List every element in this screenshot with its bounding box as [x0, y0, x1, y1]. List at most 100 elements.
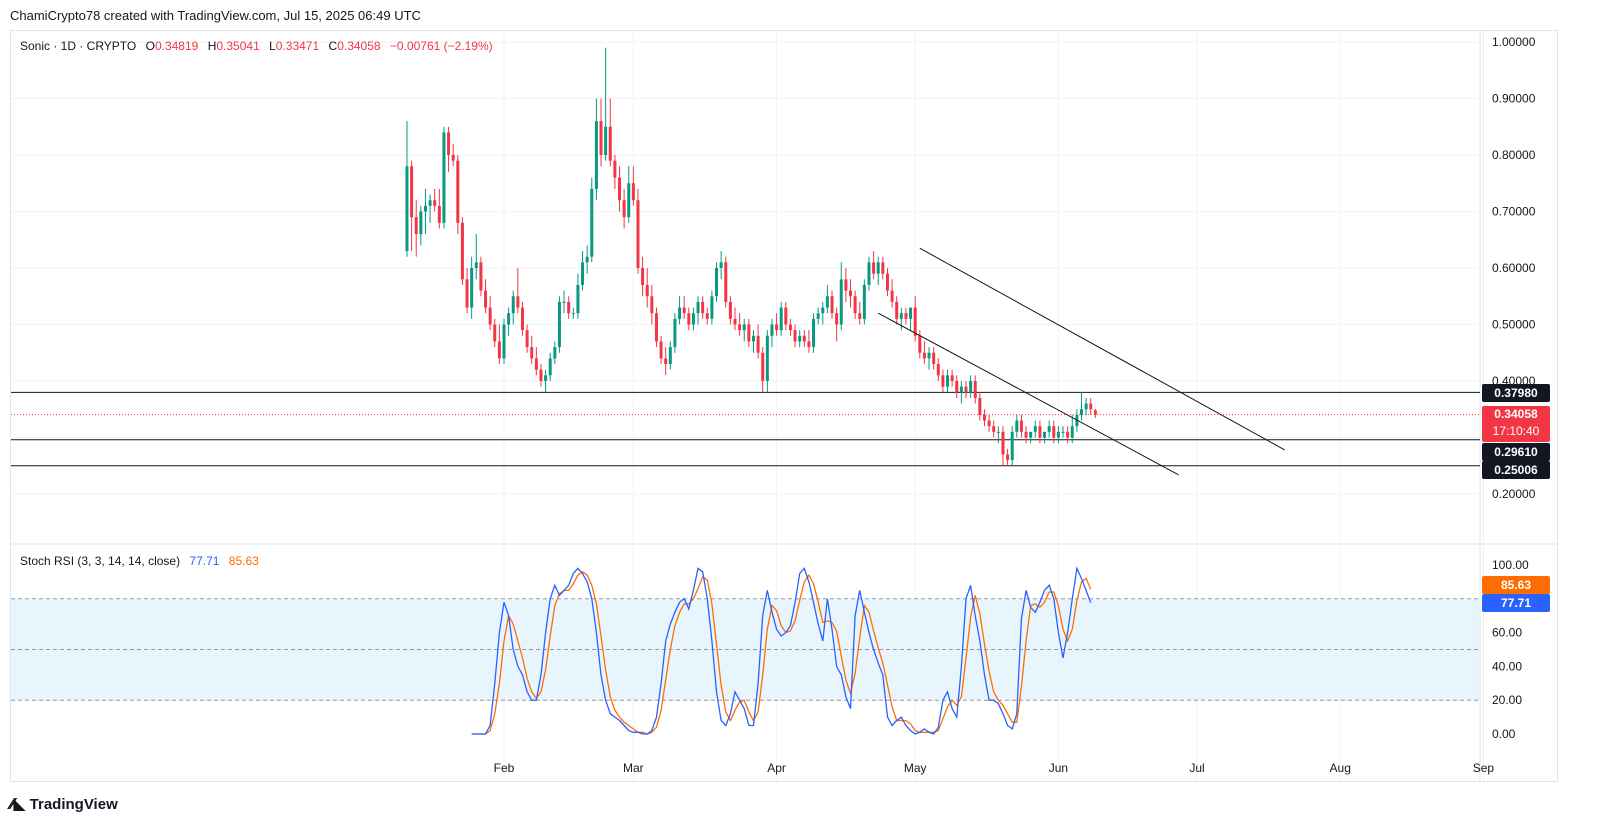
time-tick-label: Jul	[1189, 761, 1204, 775]
author-line: ChamiCrypto78 created with TradingView.c…	[10, 8, 421, 23]
candle-body	[479, 262, 483, 291]
trendlines	[877, 247, 1286, 476]
candle-body	[982, 414, 986, 421]
countdown-value: 17:10:40	[1492, 424, 1540, 438]
candle-body	[1070, 426, 1074, 438]
candle-body	[733, 318, 737, 325]
candle-body	[932, 352, 936, 365]
candle-body	[705, 313, 709, 319]
candle-body	[530, 347, 534, 359]
resistance-tag: 0.37980	[1482, 384, 1550, 402]
rsi-tick-label: 40.00	[1492, 659, 1522, 673]
candle-body	[996, 431, 1000, 433]
candle-body	[770, 324, 774, 336]
candle-body	[862, 284, 866, 319]
brand-label: TradingView	[29, 795, 118, 813]
candle-body	[618, 177, 621, 201]
candle-body	[691, 313, 695, 325]
candle-body	[715, 268, 719, 297]
candle-body	[922, 352, 926, 359]
price-tick-label: 0.20000	[1492, 487, 1536, 501]
candle-body	[881, 262, 885, 274]
candle-body	[1029, 431, 1033, 438]
candle-body	[830, 296, 834, 314]
stoch-d-line	[471, 571, 1092, 735]
candle-body	[1015, 420, 1019, 432]
candle-body	[844, 279, 848, 291]
candle-body	[1047, 426, 1051, 432]
price-tick-label: 0.90000	[1492, 92, 1536, 106]
candle-body	[456, 160, 460, 223]
candle-body	[423, 205, 427, 212]
candle-body	[885, 273, 889, 291]
candle-body	[793, 330, 797, 342]
candle-body	[622, 200, 626, 218]
candle-body	[682, 307, 686, 314]
candle-body	[433, 200, 437, 206]
rsi-tick-label: 60.00	[1492, 626, 1522, 640]
time-tick-label: Sep	[1473, 761, 1495, 775]
candle-body	[904, 313, 908, 319]
candle-body	[890, 290, 894, 302]
candle-body	[765, 335, 769, 381]
candle-body	[668, 347, 672, 365]
candle-body	[835, 313, 839, 325]
rsi-band-area	[11, 598, 1480, 701]
rsi-d-tag: 85.63	[1482, 576, 1550, 594]
candle-body	[724, 262, 728, 302]
candle-body	[955, 381, 959, 393]
support1-tag: 0.29610	[1482, 443, 1550, 461]
candle-body	[849, 290, 852, 297]
candle-body	[659, 341, 663, 359]
price-tick-label: 1.00000	[1492, 35, 1536, 49]
candle-body	[775, 324, 779, 331]
candle-body	[460, 222, 464, 280]
candle-body	[812, 318, 816, 348]
rsi-legend: Stoch RSI (3, 3, 14, 14, close) 77.71 85…	[20, 554, 259, 568]
candle-body	[581, 262, 585, 285]
candle-body	[1038, 426, 1042, 438]
candle-body	[1052, 426, 1056, 438]
candle-body	[899, 313, 903, 319]
candle-body	[1093, 410, 1097, 415]
candle-body	[1010, 431, 1014, 461]
candle-body	[594, 121, 598, 189]
candle-body	[1043, 431, 1047, 438]
candle-body	[502, 324, 506, 359]
candle-body	[654, 313, 658, 342]
candle-body	[553, 347, 557, 359]
candle-body	[544, 375, 548, 381]
candle-body	[410, 166, 414, 218]
time-tick-label: Jun	[1049, 761, 1068, 775]
candle-body	[539, 369, 543, 381]
candle-body	[1089, 403, 1093, 410]
candle-body	[950, 375, 954, 381]
candle-body	[636, 200, 640, 268]
channel-trendline	[877, 312, 1179, 476]
candle-body	[969, 381, 973, 393]
candle-body	[738, 324, 742, 331]
horizontal-levels	[11, 391, 1480, 467]
price-tick-label: 0.60000	[1492, 261, 1536, 275]
candle-body	[839, 279, 843, 325]
candle-body	[941, 375, 945, 387]
tradingview-logo[interactable]: ⁄⁄◣ TradingView	[10, 794, 118, 814]
candle-body	[918, 335, 922, 353]
candle-body	[571, 313, 575, 315]
support2-tag: 0.25006	[1482, 461, 1550, 479]
close-key: C	[328, 39, 338, 53]
candle-body	[414, 217, 418, 235]
candle-body	[927, 352, 931, 359]
candle-body	[867, 262, 871, 285]
candle-body	[678, 307, 682, 319]
candle-body	[488, 307, 492, 325]
candle-body	[604, 126, 608, 155]
candle-body	[779, 307, 783, 331]
candle-body	[599, 121, 603, 155]
candle-body	[673, 318, 677, 348]
rsi-d-value: 85.63	[228, 554, 259, 568]
rsi-overbought-band	[11, 598, 1480, 701]
candle-body	[936, 364, 940, 376]
candle-body	[946, 375, 950, 387]
